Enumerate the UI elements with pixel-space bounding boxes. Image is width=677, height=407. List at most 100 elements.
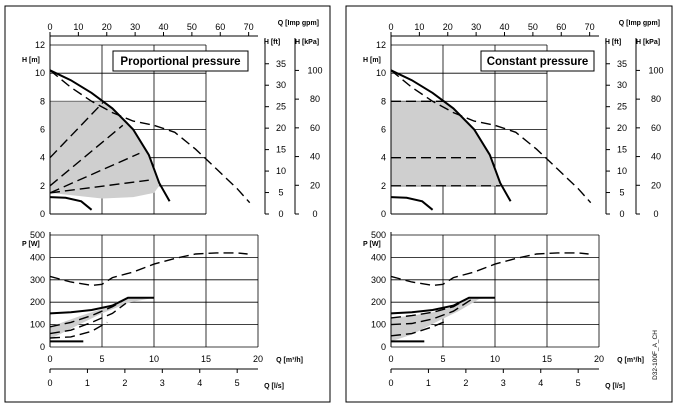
- axes-layer: [49, 32, 640, 373]
- unit-label-h-ft: H [ft]: [264, 39, 280, 46]
- series-line-dashed: [49, 100, 105, 159]
- tick-label-q-impgpm: 60: [215, 22, 225, 32]
- tick-label-q-impgpm: 50: [528, 22, 538, 32]
- series-line-dashed: [49, 321, 108, 339]
- tick-label-h-ft: 10: [617, 166, 627, 176]
- right-panel-frame: [345, 5, 673, 403]
- series-line-dashed: [390, 319, 449, 337]
- unit-label-q-ls: Q [l/s]: [264, 383, 284, 390]
- tick-label-h-m: 2: [40, 181, 45, 191]
- tick-label-h-ft: 0: [278, 209, 283, 219]
- tick-label-h-kpa: 100: [307, 65, 322, 75]
- tick-label-q-ls: 1: [85, 378, 90, 388]
- tick-label-p-w: 400: [30, 252, 45, 262]
- chart-title: Constant pressure: [487, 56, 589, 68]
- tick-label-h-kpa: 0: [312, 209, 317, 219]
- series-line-solid: [390, 196, 434, 211]
- tick-label-h-ft: 15: [617, 145, 627, 155]
- tick-label-p-w: 500: [371, 230, 386, 240]
- tick-label-h-m: 6: [40, 125, 45, 135]
- tick-label-q-impgpm: 10: [414, 22, 424, 32]
- series-layer: [49, 69, 592, 343]
- chart-title-box: [480, 50, 595, 72]
- unit-label-p-w: P [W]: [22, 241, 40, 248]
- tick-label-p-w: 100: [30, 320, 45, 330]
- tick-label-h-kpa: 0: [653, 209, 658, 219]
- series-line-dashed: [49, 179, 149, 194]
- tick-label-h-m: 4: [381, 153, 386, 163]
- tick-label-h-ft: 0: [619, 209, 624, 219]
- chart-title: Proportional pressure: [120, 56, 240, 68]
- tick-label-h-kpa: 20: [651, 180, 661, 190]
- tick-label-h-kpa: 40: [310, 152, 320, 162]
- tick-label-q-ls: 0: [388, 378, 393, 388]
- chart-title-box: [112, 50, 249, 72]
- tick-label-p-w: 100: [371, 320, 386, 330]
- tick-label-h-m: 8: [381, 96, 386, 106]
- tick-label-q-m3h: 0: [47, 354, 52, 364]
- tick-label-q-m3h: 20: [253, 354, 263, 364]
- tick-label-h-ft: 35: [276, 59, 286, 69]
- unit-label-q-ls: Q [l/s]: [605, 383, 625, 390]
- tick-label-q-m3h: 10: [490, 354, 500, 364]
- unit-label-h-kpa: H [kPa]: [295, 39, 319, 46]
- tick-label-h-m: 12: [35, 40, 45, 50]
- tick-label-p-w: 400: [371, 252, 386, 262]
- tick-label-q-impgpm: 30: [130, 22, 140, 32]
- series-line-solid: [49, 69, 171, 202]
- tick-label-h-kpa: 60: [310, 123, 320, 133]
- series-line-dashed: [390, 297, 470, 319]
- series-line-dashed: [390, 252, 589, 287]
- tick-label-p-w: 500: [30, 230, 45, 240]
- tick-label-h-ft: 10: [276, 166, 286, 176]
- tick-label-h-ft: 30: [617, 80, 627, 90]
- tick-label-q-impgpm: 20: [102, 22, 112, 32]
- tick-label-q-impgpm: 10: [73, 22, 83, 32]
- shaded-regions: [50, 101, 501, 342]
- tick-label-h-kpa: 60: [651, 123, 661, 133]
- tick-label-h-m: 2: [381, 181, 386, 191]
- tick-label-q-impgpm: 40: [499, 22, 509, 32]
- unit-label-h-ft: H [ft]: [605, 39, 621, 46]
- tick-label-h-ft: 5: [619, 188, 624, 198]
- tick-label-q-impgpm: 40: [158, 22, 168, 32]
- document-code: D32-100F_A_CH: [652, 330, 659, 380]
- series-line-solid: [49, 196, 93, 211]
- tick-label-p-w: 0: [381, 342, 386, 352]
- tick-label-h-ft: 35: [617, 59, 627, 69]
- tick-label-h-kpa: 80: [651, 94, 661, 104]
- unit-label-h-m: H [m]: [363, 57, 381, 64]
- tick-label-q-ls: 5: [576, 378, 581, 388]
- tick-label-q-impgpm: 0: [388, 22, 393, 32]
- tick-label-h-ft: 20: [617, 123, 627, 133]
- left-panel-frame: [4, 5, 331, 403]
- tick-label-h-ft: 30: [276, 80, 286, 90]
- operating-range-shading: [50, 101, 160, 199]
- tick-label-p-w: 200: [371, 297, 386, 307]
- unit-label-h-m: H [m]: [22, 57, 40, 64]
- tick-label-q-ls: 3: [160, 378, 165, 388]
- unit-label-q-impgpm: Q [Imp gpm]: [278, 20, 319, 27]
- tick-label-q-impgpm: 20: [443, 22, 453, 32]
- tick-label-q-ls: 4: [538, 378, 543, 388]
- tick-label-q-ls: 3: [501, 378, 506, 388]
- tick-label-q-impgpm: 50: [187, 22, 197, 32]
- series-line-solid: [390, 69, 512, 202]
- tick-label-h-ft: 25: [617, 102, 627, 112]
- tick-label-h-ft: 15: [276, 145, 286, 155]
- tick-label-h-m: 12: [376, 40, 386, 50]
- tick-label-p-w: 300: [30, 275, 45, 285]
- series-line-dashed: [49, 124, 124, 187]
- unit-label-p-w: P [W]: [363, 241, 381, 248]
- tick-label-q-m3h: 15: [201, 354, 211, 364]
- tick-label-h-m: 10: [35, 68, 45, 78]
- tick-label-q-ls: 2: [122, 378, 127, 388]
- operating-range-shading: [391, 297, 495, 342]
- tick-label-q-impgpm: 70: [585, 22, 595, 32]
- tick-label-q-impgpm: 70: [244, 22, 254, 32]
- tick-label-h-m: 0: [40, 209, 45, 219]
- tick-label-h-ft: 5: [278, 188, 283, 198]
- tick-label-q-m3h: 5: [99, 354, 104, 364]
- tick-label-h-kpa: 20: [310, 180, 320, 190]
